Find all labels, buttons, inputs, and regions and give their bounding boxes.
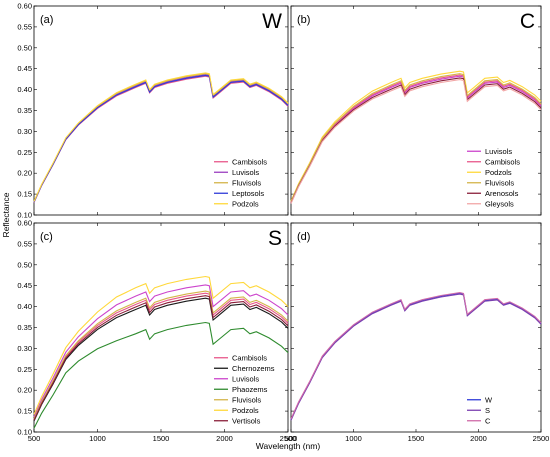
x-tick-label: 1500 (408, 434, 425, 443)
x-tick-label: 500 (28, 434, 41, 443)
series-line-luvisols (33, 284, 289, 418)
y-tick-label: 0.15 (17, 190, 32, 199)
panels-group: 0.10 0.15 0.20 0.25 0.30 0.35 0.40 0.45 0.50 0.55… (17, 2, 549, 444)
y-tick-label: 0.55 (17, 22, 32, 31)
legend-label: Cambisols (232, 353, 267, 362)
legend-label: Luvisols (485, 147, 512, 156)
y-tick-label: 0.50 (17, 43, 32, 52)
y-tick-label: 0.55 (17, 239, 32, 248)
y-tick-label: 0.10 (17, 211, 32, 220)
x-tick-label: 2500 (280, 434, 297, 443)
legend-label: Podzols (485, 168, 512, 177)
series-line-podzols (33, 72, 289, 202)
series-line-chernozems (33, 297, 289, 422)
y-tick-label: 0.45 (17, 281, 32, 290)
plot-frame (33, 5, 289, 216)
y-tick-label: 0.30 (17, 344, 32, 353)
legend-label: Podzols (232, 406, 259, 415)
series-line-phaozems (33, 321, 289, 429)
y-tick-label: 0.15 (17, 407, 32, 416)
legend-label: Phaozems (232, 385, 268, 394)
x-tick-label: 500 (285, 434, 298, 443)
y-tick-label: 0.40 (17, 85, 32, 94)
legend-label: Fluvisols (232, 178, 261, 187)
series-line-gleysols (290, 79, 542, 204)
legend-label: Luvisols (232, 374, 259, 383)
x-tick-label: 1500 (153, 434, 170, 443)
x-tick-label: 1000 (89, 434, 106, 443)
x-tick-label: 2500 (533, 434, 550, 443)
y-tick-label: 0.35 (17, 106, 32, 115)
legend-label: Cambisols (485, 157, 520, 166)
plot-frame (33, 222, 289, 433)
legend-label: Arenosols (485, 189, 519, 198)
y-tick-label: 0.20 (17, 169, 32, 178)
series-line-vertisols (33, 295, 289, 421)
legend-label: Luvisols (232, 168, 259, 177)
x-axis-title: Wavelength (nm) (256, 441, 321, 451)
series-line-s (290, 293, 542, 421)
y-tick-label: 0.45 (17, 64, 32, 73)
y-tick-label: 0.25 (17, 148, 32, 157)
y-tick-label: 0.20 (17, 386, 32, 395)
series-line-podzols (290, 70, 542, 202)
panel-letter: W (262, 10, 282, 33)
series-line-leptosols (33, 74, 289, 203)
y-tick-label: 0.40 (17, 302, 32, 311)
y-tick-label: 0.50 (17, 260, 32, 269)
chart-panel-3: 0.10 0.15 0.20 0.25 0.30 0.35 0.40 0.45 0.50 0.55… (17, 219, 296, 444)
panel-letter: S (268, 227, 282, 250)
legend-label: S (485, 406, 490, 415)
y-tick-label: 0.60 (17, 219, 32, 228)
legend-label: Cambisols (232, 157, 267, 166)
chart-panel-4: 500 1000 1500 2000 2500 (d) WSC (285, 222, 550, 443)
legend-label: Vertisols (232, 416, 261, 425)
legend-label: W (485, 395, 493, 404)
legend-label: Gleysols (485, 199, 514, 208)
panel-letter: C (520, 10, 535, 33)
series-line-fluvisols (33, 290, 289, 420)
series-line-c (290, 292, 542, 420)
panel-label: (a) (40, 14, 53, 26)
legend-label: C (485, 416, 491, 425)
y-tick-label: 0.35 (17, 323, 32, 332)
legend-label: Fluvisols (232, 395, 261, 404)
panel-label: (d) (297, 231, 310, 243)
x-tick-label: 2000 (470, 434, 487, 443)
series-line-cambisols (33, 292, 289, 420)
y-tick-label: 0.10 (17, 428, 32, 437)
x-tick-label: 2000 (216, 434, 233, 443)
series-line-podzols (33, 275, 289, 415)
x-tick-label: 1000 (345, 434, 362, 443)
legend-label: Fluvisols (485, 178, 514, 187)
panel-label: (b) (297, 14, 310, 26)
legend-label: Podzols (232, 199, 259, 208)
y-tick-label: 0.60 (17, 2, 32, 11)
series-line-fluvisols (290, 73, 542, 202)
plot-frame (290, 222, 542, 433)
chart-panel-1: 0.10 0.15 0.20 0.25 0.30 0.35 0.40 0.45 0.50 0.55… (17, 2, 289, 220)
y-tick-label: 0.25 (17, 365, 32, 374)
legend-label: Chernozems (232, 364, 275, 373)
y-tick-label: 0.30 (17, 127, 32, 136)
y-axis-title: Reflectance (1, 192, 11, 237)
series-line-arenosols (290, 77, 542, 204)
legend-label: Leptosols (232, 189, 264, 198)
panel-label: (c) (40, 231, 53, 243)
